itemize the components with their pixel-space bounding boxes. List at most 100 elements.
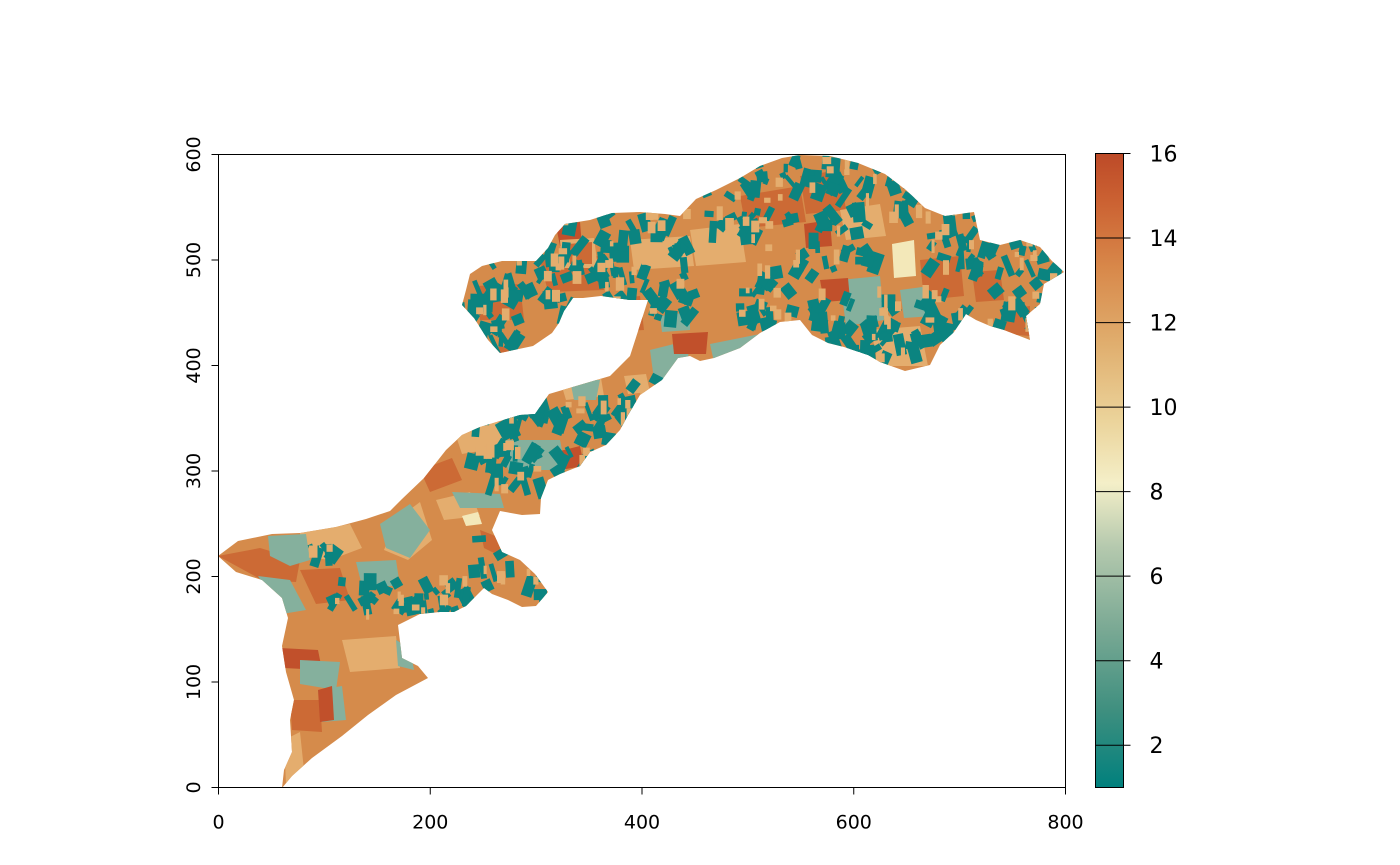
region	[600, 296, 644, 332]
region	[865, 193, 869, 207]
region	[643, 413, 648, 421]
region	[583, 447, 590, 456]
region	[962, 201, 971, 220]
region	[545, 290, 551, 300]
region	[1032, 291, 1040, 299]
region	[542, 411, 550, 424]
region	[773, 287, 781, 298]
region	[483, 565, 487, 575]
region	[661, 214, 677, 237]
region	[516, 397, 523, 413]
region	[680, 306, 700, 327]
region	[844, 157, 850, 172]
region	[1032, 313, 1047, 328]
region	[1043, 289, 1055, 305]
region	[598, 322, 616, 338]
region	[617, 266, 628, 286]
region	[470, 342, 476, 351]
region	[813, 209, 833, 232]
region	[1019, 257, 1024, 271]
region	[462, 346, 516, 384]
region	[716, 206, 723, 220]
region	[417, 575, 435, 595]
region	[941, 224, 950, 236]
region	[952, 208, 957, 216]
region	[526, 536, 542, 552]
region	[808, 175, 817, 184]
region	[785, 212, 800, 225]
region	[983, 243, 995, 252]
region	[505, 272, 517, 291]
region	[745, 287, 750, 294]
region	[431, 586, 441, 596]
region	[751, 220, 760, 233]
region	[867, 157, 876, 168]
region	[471, 425, 480, 438]
region	[869, 343, 883, 355]
region	[889, 211, 898, 223]
region	[411, 604, 420, 611]
region	[627, 421, 643, 435]
region	[584, 271, 598, 285]
region	[809, 182, 816, 193]
region	[1034, 306, 1043, 325]
region	[608, 258, 613, 267]
region	[687, 288, 701, 301]
region	[465, 406, 476, 416]
region	[648, 400, 661, 415]
region	[518, 399, 527, 409]
region	[625, 378, 641, 395]
region	[473, 405, 486, 416]
region	[834, 186, 853, 209]
region	[471, 535, 487, 543]
region	[396, 640, 414, 670]
region	[646, 400, 663, 421]
region	[793, 260, 800, 268]
region	[476, 399, 496, 420]
region	[829, 320, 843, 342]
legend-tick-label: 8	[1150, 481, 1164, 506]
region	[446, 314, 454, 333]
region	[917, 168, 939, 193]
region	[677, 234, 696, 257]
region	[920, 167, 937, 183]
region	[290, 700, 322, 732]
region	[887, 316, 891, 330]
region	[866, 251, 885, 276]
region	[1049, 250, 1054, 258]
region	[620, 412, 625, 426]
region	[526, 568, 531, 576]
region	[822, 156, 832, 165]
region	[363, 573, 377, 591]
region	[524, 215, 536, 226]
region	[573, 430, 592, 449]
y-tick-label: 0	[183, 781, 205, 793]
region	[649, 308, 657, 314]
region	[393, 608, 400, 615]
region	[445, 583, 451, 594]
region	[521, 441, 541, 466]
region	[503, 329, 526, 354]
region	[895, 301, 901, 312]
region	[569, 309, 585, 321]
region	[327, 592, 343, 612]
region	[491, 405, 499, 416]
region	[862, 327, 872, 344]
region	[646, 392, 665, 413]
region	[1000, 254, 1016, 278]
region	[452, 492, 504, 508]
region	[754, 168, 767, 182]
region	[558, 256, 565, 270]
region	[572, 255, 577, 266]
region	[515, 446, 521, 459]
region	[769, 340, 774, 353]
region	[645, 427, 654, 434]
region	[522, 221, 544, 247]
region	[704, 210, 714, 218]
region	[627, 427, 632, 438]
region	[650, 211, 659, 220]
region	[640, 391, 648, 401]
region	[595, 268, 610, 282]
region	[751, 234, 755, 244]
region	[615, 277, 625, 291]
